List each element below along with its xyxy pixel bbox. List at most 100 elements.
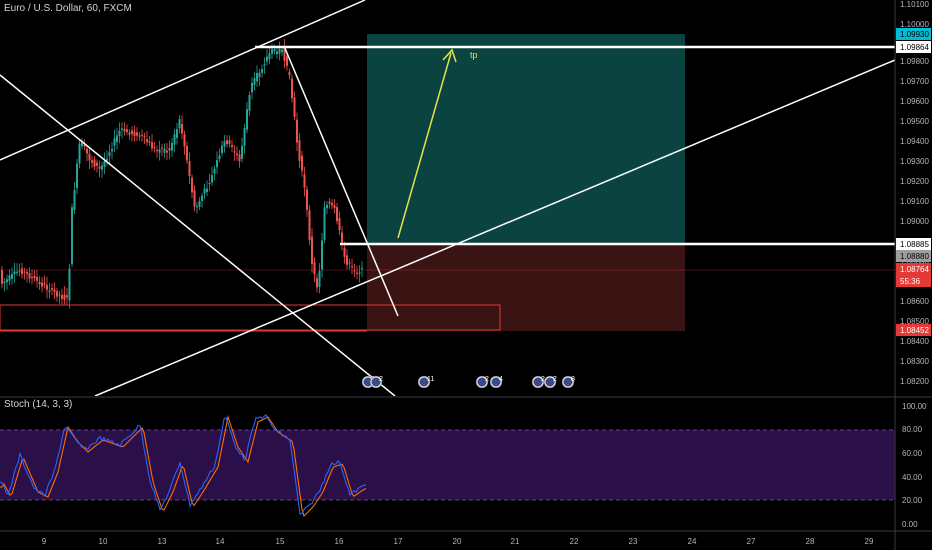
- candle-body: [16, 271, 18, 273]
- candle-body: [146, 139, 148, 143]
- price-badge: [896, 28, 931, 40]
- candle-body: [231, 144, 233, 147]
- candle-body: [73, 190, 76, 211]
- candle-body: [198, 200, 201, 207]
- candle-body: [226, 140, 228, 144]
- price-tick: 1.09300: [900, 157, 929, 166]
- price-tick: 1.09400: [900, 137, 929, 146]
- price-badge-label: 1.09864: [900, 43, 929, 52]
- stoch-k-line: [0, 414, 367, 515]
- candle-body: [293, 97, 296, 117]
- price-tick: 1.09100: [900, 197, 929, 206]
- candle-body: [76, 163, 78, 189]
- candle-body: [318, 271, 321, 288]
- candle-body: [118, 130, 121, 137]
- candle-body: [98, 166, 101, 169]
- price-tick: 1.09600: [900, 97, 929, 106]
- price-badge: [896, 324, 931, 336]
- chart-title[interactable]: Euro / U.S. Dollar, 60, FXCM: [4, 3, 132, 14]
- event-marker[interactable]: 2: [531, 375, 545, 389]
- event-marker[interactable]: 2: [543, 375, 557, 389]
- candle-body: [138, 135, 141, 137]
- candle-body: [333, 205, 336, 209]
- candle-body: [53, 289, 56, 292]
- candle-body: [178, 119, 181, 129]
- candle-body: [303, 174, 306, 188]
- candle-body: [283, 47, 286, 61]
- price-badge-label: 1.09930: [900, 30, 929, 39]
- candle-body: [196, 206, 198, 208]
- time-tick: 14: [216, 537, 225, 546]
- candle-body: [301, 155, 303, 171]
- candle-body: [148, 141, 151, 143]
- candle-body: [228, 140, 231, 144]
- stoch-axis[interactable]: 100.00 80.00 60.00 40.00 20.00 0.00: [902, 402, 927, 529]
- candle-body: [206, 188, 208, 193]
- candle-body: [63, 294, 66, 300]
- candle-body: [71, 207, 73, 265]
- candle-body: [188, 161, 191, 177]
- candle-body: [91, 160, 93, 163]
- candle-body: [176, 129, 178, 138]
- event-count: 2: [379, 376, 383, 383]
- candle-body: [8, 275, 11, 281]
- candle-body: [323, 207, 326, 241]
- candle-body: [31, 276, 33, 278]
- candle-body: [23, 271, 26, 273]
- candle-body: [171, 143, 173, 151]
- candle-body: [158, 149, 161, 153]
- stoch-tick: 0.00: [902, 520, 918, 529]
- candle-body: [343, 247, 346, 257]
- time-tick: 28: [806, 537, 815, 546]
- event-marker[interactable]: 2: [369, 375, 383, 389]
- price-tick: 1.09800: [900, 57, 929, 66]
- time-axis[interactable]: 9 10 13 14 15 16 17 20 21 22 23 24 27 28 29: [42, 537, 874, 546]
- candle-body: [251, 83, 253, 93]
- candle-body: [36, 276, 38, 281]
- event-marker[interactable]: 11: [417, 375, 434, 389]
- candle-body: [58, 294, 61, 296]
- candle-body: [41, 282, 43, 287]
- candle-body: [38, 281, 41, 285]
- candle-body: [216, 160, 218, 168]
- candle-body: [211, 175, 213, 183]
- candle-body: [93, 159, 96, 167]
- candle-body: [286, 56, 288, 66]
- time-tick: 20: [453, 537, 462, 546]
- candle-body: [88, 153, 91, 161]
- stoch-tick: 60.00: [902, 449, 923, 458]
- candle-body: [121, 128, 123, 130]
- candle-body: [163, 148, 166, 153]
- candle-body: [136, 132, 138, 136]
- price-badge-label: 1.08452: [900, 326, 929, 335]
- candle-body: [346, 255, 348, 265]
- stoch-tick: 80.00: [902, 425, 923, 434]
- candle-body: [306, 189, 308, 210]
- candle-body: [248, 95, 251, 111]
- candle-body: [246, 109, 248, 130]
- price-tick: 1.08400: [900, 337, 929, 346]
- time-tick: 29: [865, 537, 874, 546]
- event-marker[interactable]: 4: [489, 375, 503, 389]
- candle-body: [221, 145, 223, 154]
- candle-body: [183, 134, 186, 147]
- candle-body: [341, 232, 343, 243]
- event-count: 2: [485, 376, 489, 383]
- event-count: 11: [427, 376, 434, 383]
- candle-body: [191, 177, 193, 193]
- candle-body: [153, 147, 156, 149]
- support-box: [0, 304, 501, 331]
- candle-body: [56, 291, 58, 297]
- candle-body: [66, 295, 68, 298]
- event-count: 4: [499, 376, 503, 383]
- price-tick: 1.08600: [900, 297, 929, 306]
- event-markers[interactable]: 321124228: [361, 375, 575, 389]
- candle-body: [351, 266, 353, 268]
- candle-body: [1, 269, 3, 284]
- candle-body: [6, 279, 8, 283]
- stoch-indicator-title[interactable]: Stoch (14, 3, 3): [4, 399, 73, 410]
- event-marker[interactable]: 2: [475, 375, 489, 389]
- candle-body: [218, 155, 221, 160]
- event-marker[interactable]: 8: [561, 375, 575, 389]
